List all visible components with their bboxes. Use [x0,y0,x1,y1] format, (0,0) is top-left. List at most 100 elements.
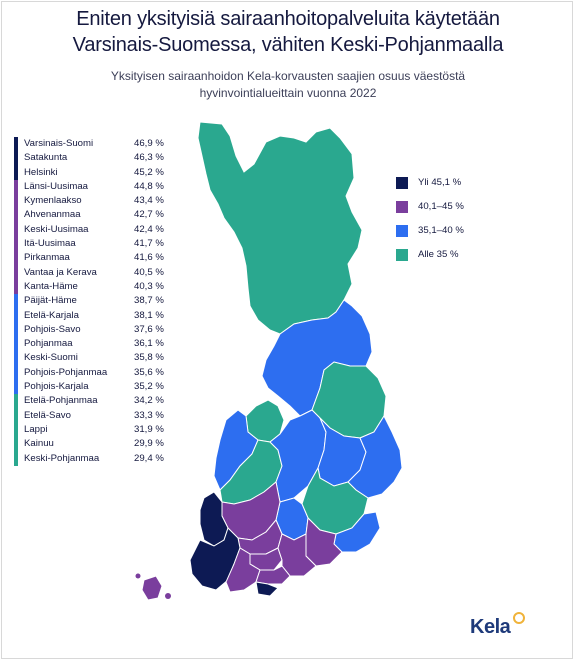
region-row: Pohjois-Pohjanmaa 35,6 % [14,365,194,381]
legend-label: Yli 45,1 % [418,177,462,188]
region-color-bar [14,279,18,295]
region-value: 35,8 % [134,352,164,364]
region-name: Etelä-Pohjanmaa [24,395,98,407]
region-name: Satakunta [24,152,68,164]
region-row: Keski-Suomi 35,8 % [14,351,194,366]
region-color-bar [14,408,18,423]
region-lappi [197,121,363,335]
legend-swatch [396,225,408,237]
region-row: Pohjanmaa 36,1 % [14,337,194,352]
region-value: 35,2 % [134,381,164,393]
region-row: Ahvenanmaa 42,7 % [14,208,194,223]
region-value: 44,8 % [134,180,164,192]
title-line-2: Varsinais-Suomessa, vähiten Keski-Pohjan… [72,34,504,56]
region-value-table: Varsinais-Suomi 46,9 % Satakunta 46,3 % Hels… [14,137,194,466]
region-value: 40,5 % [134,266,164,278]
region-value: 34,2 % [134,395,164,407]
region-name: Pohjois-Karjala [24,381,89,393]
region-row: Vantaa ja Kerava 40,5 % [14,265,194,280]
region-name: Pirkanmaa [24,252,70,264]
legend-swatch [396,177,408,189]
title-line-1: Eniten yksityisiä sairaanhoitopalveluita… [76,8,500,30]
region-name: Etelä-Savo [24,409,71,421]
region-value: 29,9 % [134,438,164,450]
region-value: 38,1 % [134,309,164,321]
region-value: 36,1 % [134,338,164,350]
region-row: Etelä-Pohjanmaa 34,2 % [14,394,194,409]
region-color-bar [14,365,18,381]
region-row: Pirkanmaa 41,6 % [14,251,194,266]
region-name: Etelä-Karjala [24,309,79,321]
kela-logo: Kela [470,616,511,638]
region-color-bar [14,422,18,438]
region-value: 33,3 % [134,409,164,421]
region-color-bar [14,351,18,366]
finland-region-map [135,121,403,601]
region-color-bar [14,165,18,180]
region-color-bar [14,322,18,338]
region-value: 46,9 % [134,138,164,149]
region-row: Pohjois-Karjala 35,2 % [14,380,194,395]
region-name: Varsinais-Suomi [24,138,94,149]
region-value: 41,7 % [134,238,164,250]
region-ahvenanmaa [141,575,163,601]
region-row: Lappi 31,9 % [14,422,194,438]
region-color-bar [14,394,18,409]
region-value: 40,3 % [134,280,164,292]
legend-swatch [396,249,408,261]
region-name: Keski-Uusimaa [24,223,89,235]
region-value: 46,3 % [134,152,164,164]
ahvenanmaa-islet [165,593,171,599]
region-name: Pohjanmaa [24,338,73,350]
region-color-bar [14,151,18,166]
region-value: 45,2 % [134,166,164,178]
region-name: Pohjois-Pohjanmaa [24,366,108,378]
subtitle-line-2: hyvinvointialueittain vuonna 2022 [199,86,377,100]
region-value: 35,6 % [134,366,164,378]
region-color-bar [14,437,18,452]
region-name: Kanta-Häme [24,280,78,292]
subtitle-line-1: Yksityisen sairaanhoidon Kela-korvausten… [110,69,466,83]
region-color-bar [14,194,18,209]
region-name: Päijät-Häme [24,295,77,307]
ahvenanmaa-islet [135,573,141,579]
region-color-bar [14,337,18,352]
region-row: Kainuu 29,9 % [14,437,194,452]
region-name: Kainuu [24,438,54,450]
region-row: Länsi-Uusimaa 44,8 % [14,179,194,195]
region-row: Etelä-Savo 33,3 % [14,408,194,423]
region-row: Satakunta 46,3 % [14,151,194,166]
region-name: Ahvenanmaa [24,209,81,221]
legend-label: Alle 35 % [418,249,459,260]
region-color-bar [14,208,18,223]
region-value: 38,7 % [134,295,164,307]
region-value: 41,6 % [134,252,164,264]
region-color-bar [14,308,18,323]
region-row: Pohjois-Savo 37,6 % [14,322,194,338]
region-name: Pohjois-Savo [24,323,81,335]
region-color-bar [14,251,18,266]
region-row: Helsinki 45,2 % [14,165,194,180]
region-name: Vantaa ja Kerava [24,266,97,278]
region-value: 31,9 % [134,423,164,435]
region-name: Länsi-Uusimaa [24,180,88,192]
region-helsinki [255,581,279,597]
region-name: Helsinki [24,166,58,178]
region-name: Kymenlaakso [24,195,82,207]
region-color-bar [14,294,18,309]
region-name: Itä-Uusimaa [24,238,76,250]
region-value: 43,4 % [134,195,164,207]
region-ita-uusimaa [277,533,317,577]
region-row: Keski-Uusimaa 42,4 % [14,222,194,238]
region-color-bar [14,265,18,280]
region-name: Keski-Pohjanmaa [24,452,100,464]
kela-logo-mark [513,612,525,624]
region-row: Päijät-Häme 38,7 % [14,294,194,309]
region-color-bar [14,237,18,252]
region-color-bar [14,137,18,152]
region-color-bar [14,451,18,466]
legend-label: 35,1–40 % [418,225,464,236]
region-name: Keski-Suomi [24,352,78,364]
legend-label: 40,1–45 % [418,201,464,212]
